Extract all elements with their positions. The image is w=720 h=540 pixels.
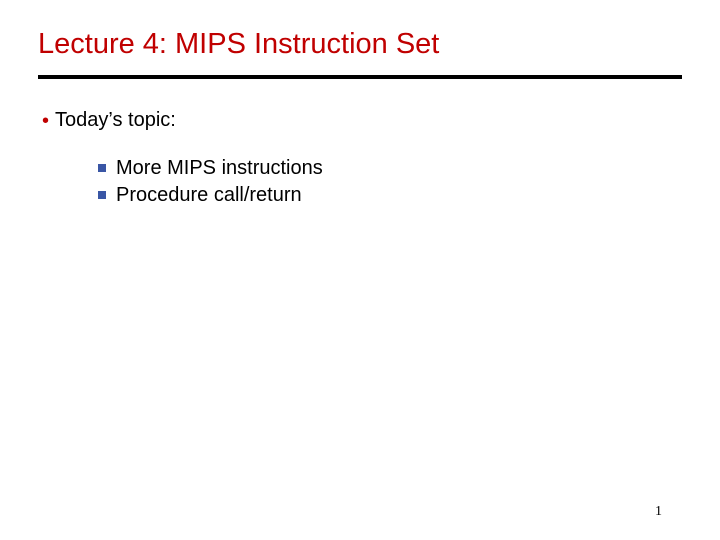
list-item: Procedure call/return bbox=[98, 182, 682, 209]
bullet-square-icon bbox=[98, 164, 106, 172]
slide-title: Lecture 4: MIPS Instruction Set bbox=[38, 28, 682, 61]
subitem-text: Procedure call/return bbox=[116, 182, 302, 209]
subitems-list: More MIPS instructions Procedure call/re… bbox=[98, 155, 682, 209]
page-number: 1 bbox=[655, 504, 662, 520]
topic-row: • Today’s topic: bbox=[42, 109, 682, 133]
subitem-text: More MIPS instructions bbox=[116, 155, 323, 182]
topic-label: Today’s topic: bbox=[55, 109, 176, 132]
slide-container: Lecture 4: MIPS Instruction Set • Today’… bbox=[0, 0, 720, 540]
bullet-square-icon bbox=[98, 191, 106, 199]
bullet-dot-icon: • bbox=[42, 109, 49, 133]
list-item: More MIPS instructions bbox=[98, 155, 682, 182]
title-underline bbox=[38, 75, 682, 79]
